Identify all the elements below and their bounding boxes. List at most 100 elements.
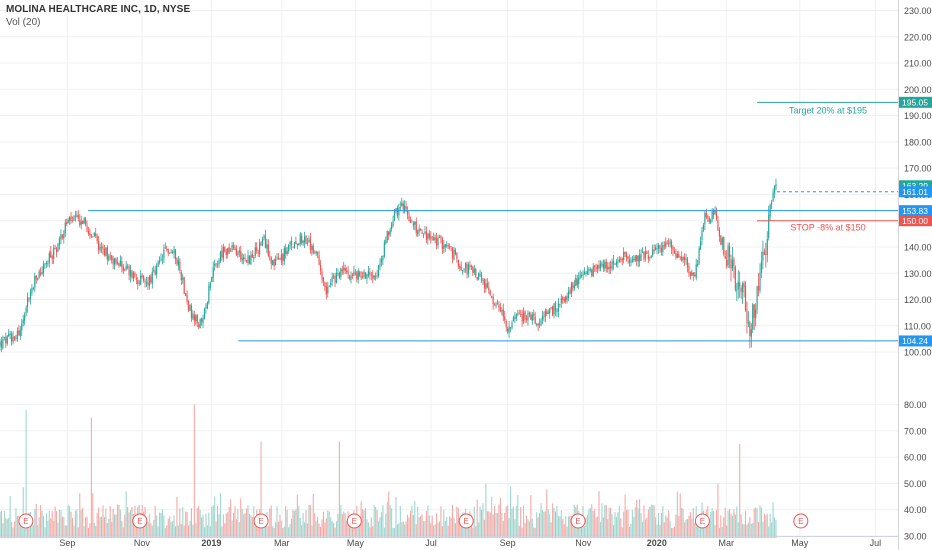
candle-body xyxy=(628,259,631,263)
candle-body xyxy=(87,230,90,234)
volume-bar xyxy=(80,509,82,538)
volume-bar xyxy=(244,513,246,538)
volume-bar xyxy=(128,512,130,538)
volume-bar xyxy=(99,516,101,538)
candle-body xyxy=(428,233,430,238)
candle-body xyxy=(528,312,530,315)
horizontal-levels[interactable]: Target 20% at $195 STOP -8% at $150 xyxy=(88,101,898,342)
volume-bar xyxy=(176,496,178,538)
candle-body xyxy=(34,275,36,288)
candle-body xyxy=(273,259,275,267)
candle-body xyxy=(244,258,246,260)
volume-bar xyxy=(362,509,364,538)
candle-body xyxy=(728,246,731,258)
candle-body xyxy=(308,239,310,243)
volume-bar xyxy=(283,526,285,538)
candle-body xyxy=(386,231,388,241)
volume-bar xyxy=(425,511,427,538)
volume-bar xyxy=(298,506,300,538)
volume-bar xyxy=(237,508,239,538)
volume-tick-label: 80.00 xyxy=(904,400,927,410)
candle-body xyxy=(598,265,600,269)
candle-body xyxy=(607,266,609,270)
candle-body xyxy=(125,265,127,270)
candle-body xyxy=(187,301,190,311)
candle-body xyxy=(79,219,81,226)
volume-bar xyxy=(438,521,441,538)
volume-bar xyxy=(457,508,459,538)
candle-body xyxy=(24,314,26,321)
volume-bar xyxy=(720,515,722,538)
volume-bar xyxy=(25,409,27,538)
volume-bar xyxy=(321,519,323,538)
volume-bar xyxy=(408,517,410,538)
candle-body xyxy=(35,275,37,279)
volume-bar xyxy=(370,517,372,538)
volume-bar xyxy=(388,491,390,538)
volume-bar xyxy=(537,517,539,538)
candle-body xyxy=(305,235,307,245)
volume-bar xyxy=(618,505,620,538)
volume-bar xyxy=(169,516,171,538)
volume-bar xyxy=(57,522,59,538)
candle-body xyxy=(232,244,235,248)
volume-bar xyxy=(544,511,546,538)
volume-bar xyxy=(411,505,413,538)
volume-bar xyxy=(669,520,671,538)
candle-body xyxy=(42,263,45,273)
volume-bar xyxy=(308,504,310,538)
volume-bar xyxy=(736,506,738,538)
volume-bar xyxy=(475,525,477,538)
volume-bar xyxy=(515,505,517,538)
volume-bar xyxy=(436,513,438,538)
volume-bar xyxy=(86,516,88,538)
candle-body xyxy=(711,211,713,220)
volume-bar xyxy=(156,515,158,538)
candle-body xyxy=(724,255,726,259)
candle-body xyxy=(247,255,249,264)
candle-body xyxy=(654,247,657,251)
volume-bar xyxy=(15,508,17,538)
candle-body xyxy=(225,251,227,256)
volume-bar xyxy=(727,510,729,538)
volume-bar xyxy=(116,504,119,538)
candle-body xyxy=(71,220,74,222)
volume-bar xyxy=(9,496,11,538)
volume-bar xyxy=(389,505,391,538)
candle-body xyxy=(105,247,107,256)
candle-body xyxy=(86,225,88,232)
candle-body xyxy=(298,243,300,246)
candle-body xyxy=(531,314,533,321)
candle-body xyxy=(527,313,529,321)
volume-bar xyxy=(675,514,677,538)
volume-bar xyxy=(379,517,381,538)
volume-bar xyxy=(0,510,3,538)
candle-body xyxy=(127,266,129,268)
candle-body xyxy=(708,217,710,223)
volume-bar xyxy=(114,514,116,538)
candle-body xyxy=(406,210,409,215)
time-axis[interactable]: Sep Nov 2019 Mar May Jul Sep Nov 2020 Mar May Jul xyxy=(59,538,881,548)
candle-body xyxy=(301,235,303,244)
candle-body xyxy=(759,272,761,291)
candle-body xyxy=(311,245,313,251)
candle-body xyxy=(541,316,544,320)
candle-body xyxy=(327,286,329,294)
price-tag-label-resistance: 153.83 xyxy=(902,206,928,216)
candle-body xyxy=(99,246,101,251)
candle-body xyxy=(248,255,251,264)
candle-body xyxy=(372,275,374,278)
volume-bar xyxy=(61,516,63,538)
candle-body xyxy=(106,246,108,260)
candle-body xyxy=(453,250,455,260)
candle-body xyxy=(491,296,493,298)
volume-bar xyxy=(560,510,562,538)
volume-bar xyxy=(731,516,734,538)
volume-bar xyxy=(218,514,220,538)
candle-body xyxy=(317,252,319,255)
volume-bar xyxy=(485,483,487,538)
